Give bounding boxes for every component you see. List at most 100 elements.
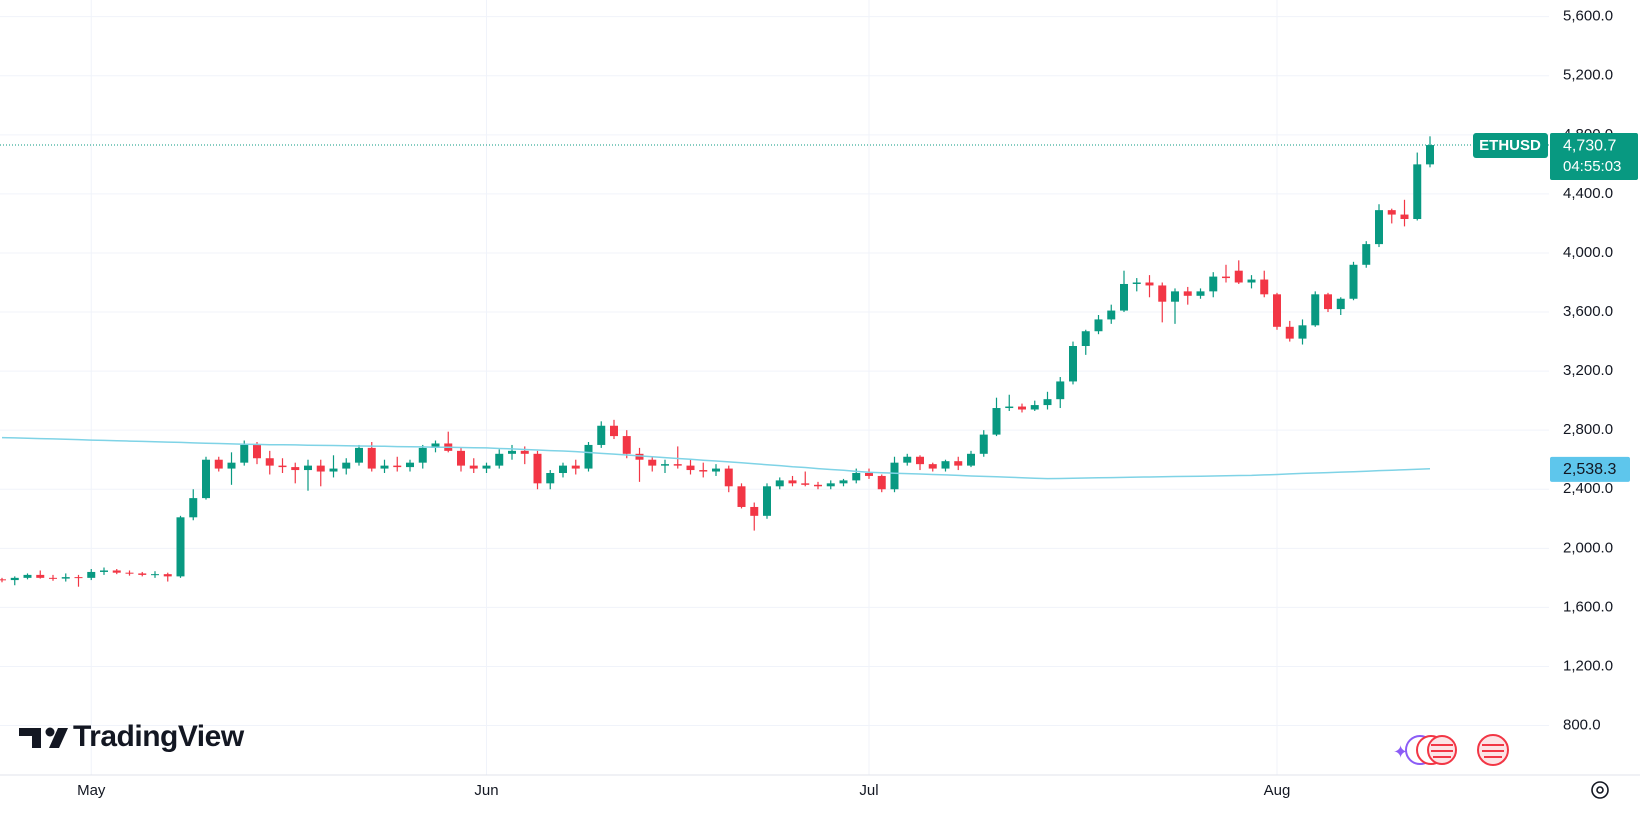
candle-body <box>0 579 6 581</box>
grid <box>0 0 1549 775</box>
settings-icon[interactable] <box>1591 781 1609 799</box>
candle-body <box>903 456 912 463</box>
ma-badge <box>1550 456 1630 482</box>
candle-body <box>495 453 504 466</box>
candle-body <box>469 465 478 469</box>
candle-body <box>1030 405 1039 410</box>
candle-body <box>1018 406 1026 410</box>
price-badge <box>1550 133 1638 181</box>
candle-body <box>661 464 669 466</box>
candle-body <box>1311 294 1320 326</box>
candle-body <box>814 484 822 487</box>
candle-body <box>176 517 185 577</box>
candle-body <box>559 465 567 474</box>
candle-body <box>278 465 287 468</box>
y-tick-label: 4,000.0 <box>1563 244 1613 261</box>
candle-body <box>533 453 542 484</box>
sparkle-icon: ✦ <box>1393 742 1408 762</box>
y-tick-label: 4,400.0 <box>1563 185 1613 202</box>
candle-body <box>189 498 198 518</box>
brand: TradingView <box>73 720 245 753</box>
candle-body <box>431 443 440 448</box>
price-label: 4,730.7 <box>1563 137 1616 154</box>
y-tick-label: 5,200.0 <box>1563 67 1613 84</box>
candle-body <box>635 453 644 460</box>
y-tick-label: 800.0 <box>1563 716 1601 733</box>
candle-body <box>100 570 108 572</box>
candle-body <box>342 462 351 469</box>
candle-body <box>10 577 19 581</box>
candle-body <box>1056 381 1065 400</box>
y-tick-label: 1,600.0 <box>1563 598 1613 615</box>
plot <box>0 136 1549 587</box>
candle-body <box>1285 326 1294 339</box>
candle-body <box>355 447 363 463</box>
candle-body <box>520 450 529 454</box>
y-tick-label: 1,200.0 <box>1563 657 1613 674</box>
candle-body <box>36 574 45 578</box>
logo <box>19 727 68 748</box>
candle-body <box>801 483 810 485</box>
candle-body <box>763 486 771 516</box>
candle-body <box>826 483 835 487</box>
candle-body <box>1120 283 1128 311</box>
candle-body <box>291 467 300 471</box>
candle-body <box>1349 264 1358 299</box>
ma-label: 2,538.3 <box>1563 461 1616 478</box>
candle-body <box>240 444 249 463</box>
candle-body <box>49 577 57 579</box>
candle-body <box>877 475 886 490</box>
candle-body <box>775 480 784 487</box>
event-icons: ✦ <box>1393 734 1509 766</box>
y-tick-label: 2,000.0 <box>1563 539 1613 556</box>
y-tick-label: 5,600.0 <box>1563 8 1613 25</box>
x-tick-label: May <box>77 782 106 799</box>
candle-body <box>380 465 389 469</box>
candle-body <box>890 462 899 490</box>
candle-body <box>482 465 491 469</box>
candle-body <box>967 453 975 466</box>
candle-body <box>23 574 32 578</box>
candle-body <box>112 570 121 573</box>
candle-body <box>622 436 631 454</box>
candle-body <box>1094 319 1103 332</box>
symbol-badge <box>1473 133 1548 159</box>
candle-body <box>1273 294 1281 327</box>
labels: 800.0 1,200.0 1,600.0 2,000.0 2,400.0 2,800.0… <box>77 8 1638 799</box>
candle-body <box>686 465 695 471</box>
y-tick-label: 2,400.0 <box>1563 480 1613 497</box>
moving-average-line <box>1 436 1431 480</box>
candle-body <box>265 458 274 466</box>
candle-body <box>1400 214 1409 220</box>
candle-body <box>1387 210 1396 215</box>
candle-body <box>1069 346 1077 382</box>
y-tick-label: 3,200.0 <box>1563 362 1613 379</box>
candle-body <box>329 468 338 472</box>
candle-body <box>508 450 516 454</box>
x-tick-label: Jun <box>474 782 498 799</box>
candle-body <box>724 468 733 487</box>
candle-body <box>138 573 147 575</box>
y-tick-label: 2,800.0 <box>1563 421 1613 438</box>
candle-body <box>1324 294 1332 310</box>
candle-body <box>1107 310 1116 320</box>
candle-body <box>418 447 427 463</box>
candle-body <box>1426 145 1434 165</box>
candle-body <box>1132 282 1141 284</box>
candle-body <box>1043 399 1052 406</box>
candle-body <box>852 473 861 481</box>
candle-body <box>648 459 657 466</box>
candle-body <box>865 473 873 476</box>
candle-body <box>227 462 236 469</box>
candle-body <box>87 571 96 578</box>
candle-body <box>151 574 159 576</box>
candle-body <box>571 465 580 469</box>
symbol-label: ETHUSD <box>1479 137 1541 154</box>
candle-body <box>788 480 797 484</box>
candle-body <box>737 486 746 507</box>
candle-body <box>916 456 924 465</box>
candle-body <box>979 434 988 454</box>
candle-body <box>610 425 618 437</box>
candle-body <box>1247 279 1256 283</box>
